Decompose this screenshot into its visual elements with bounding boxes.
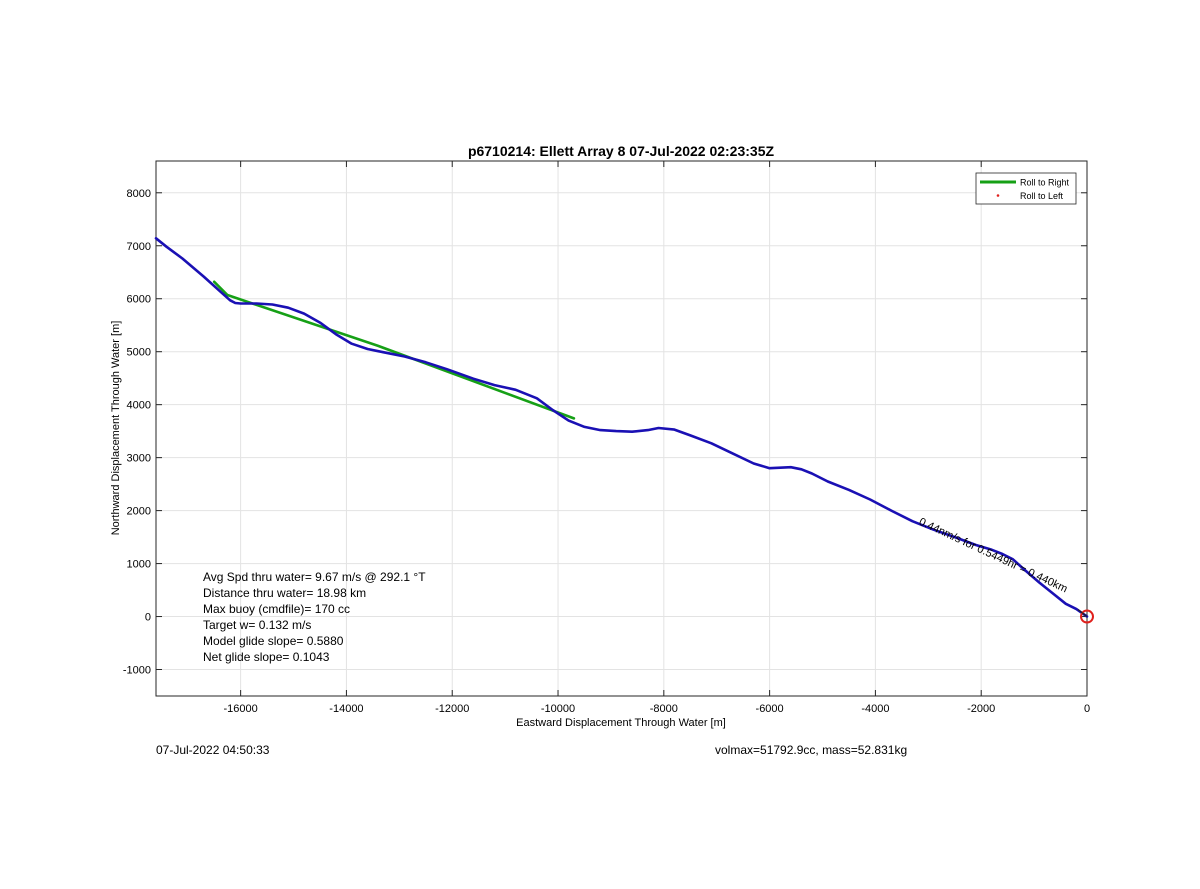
x-axis-ticks: -16000 -14000 -12000 -10000 -8000 -6000 -4000 -…	[224, 161, 1090, 715]
x-tick-label: -10000	[541, 703, 575, 715]
footer-volmax-mass: volmax=51792.9cc, mass=52.831kg	[715, 743, 908, 757]
end-marker-group	[1077, 609, 1094, 624]
footer-timestamp: 07-Jul-2022 04:50:33	[156, 743, 270, 757]
x-tick-label: -12000	[435, 703, 469, 715]
legend-label-roll-right: Roll to Right	[1020, 178, 1070, 188]
annotation-distance: Distance thru water= 18.98 km	[203, 586, 366, 600]
chart-title: p6710214: Ellett Array 8 07-Jul-2022 02:…	[468, 143, 775, 159]
plot-area-frame	[155, 160, 1088, 697]
y-tick-label: 6000	[127, 294, 151, 306]
annotation-net-glide: Net glide slope= 0.1043	[203, 650, 330, 664]
y-tick-label: 4000	[127, 400, 151, 412]
y-tick-label: 8000	[127, 188, 151, 200]
series-lines	[154, 237, 1089, 618]
x-tick-label: -8000	[650, 703, 678, 715]
annotation-model-glide: Model glide slope= 0.5880	[203, 634, 344, 648]
y-tick-label: 2000	[127, 506, 151, 518]
series-roll-right-line	[212, 280, 576, 420]
annotation-max-buoy: Max buoy (cmdfile)= 170 cc	[203, 602, 350, 616]
annotation-target-w: Target w= 0.132 m/s	[203, 618, 311, 632]
x-tick-label: -14000	[329, 703, 363, 715]
x-axis-label: Eastward Displacement Through Water [m]	[516, 717, 726, 729]
y-tick-label: 5000	[127, 347, 151, 359]
rotated-distance-label: 0.44nm/s for 0.5449hr = 0.440km	[917, 516, 1069, 595]
x-tick-label: -2000	[967, 703, 995, 715]
y-tick-label: 0	[145, 612, 151, 624]
grid	[156, 161, 1088, 696]
legend-label-roll-left: Roll to Left	[1020, 191, 1064, 201]
legend: Roll to Right Roll to Left	[975, 172, 1077, 205]
y-tick-label: 1000	[127, 559, 151, 571]
end-marker-arrow	[1077, 609, 1088, 618]
y-axis-label: Northward Displacement Through Water [m]	[110, 321, 122, 536]
y-axis-ticks: -1000 0 1000 2000 3000 4000 5000 6000 7000 8000	[123, 188, 1087, 677]
x-tick-label: -16000	[224, 703, 258, 715]
end-marker-circle	[1080, 609, 1094, 624]
x-tick-label: -6000	[756, 703, 784, 715]
legend-dot-roll-left	[996, 194, 1000, 197]
y-tick-label: -1000	[123, 665, 151, 677]
x-tick-label: 0	[1084, 703, 1090, 715]
annotation-avg-speed: Avg Spd thru water= 9.67 m/s @ 292.1 °T	[203, 570, 426, 584]
series-trajectory-line	[154, 237, 1089, 618]
x-tick-label: -4000	[861, 703, 889, 715]
rotated-label-group: 0.44nm/s for 0.5449hr = 0.440km	[917, 516, 1069, 595]
y-tick-label: 7000	[127, 241, 151, 253]
y-tick-label: 3000	[127, 453, 151, 465]
stats-annotations: Avg Spd thru water= 9.67 m/s @ 292.1 °T …	[203, 570, 426, 664]
legend-box	[975, 172, 1077, 205]
